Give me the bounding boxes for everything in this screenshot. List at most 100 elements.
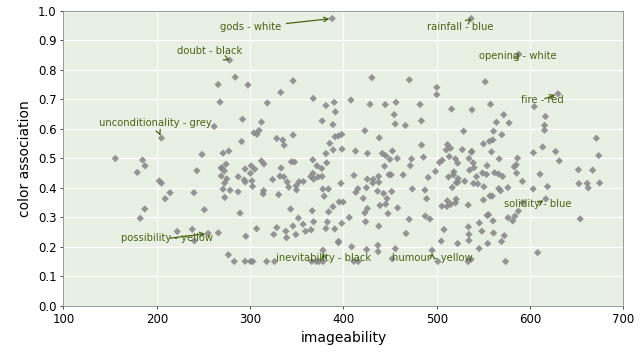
Point <box>333 240 344 246</box>
Point <box>308 96 318 101</box>
Point <box>390 121 401 127</box>
Point <box>400 122 410 128</box>
Point <box>575 216 586 222</box>
Point <box>463 224 474 230</box>
Point <box>225 187 235 193</box>
Point <box>248 258 258 264</box>
Point <box>474 246 484 251</box>
Point <box>497 239 507 245</box>
Point <box>321 226 331 231</box>
Point <box>464 232 474 237</box>
Point <box>247 178 257 184</box>
Point <box>383 211 393 217</box>
Point <box>474 220 484 226</box>
Point <box>216 165 227 171</box>
Point <box>311 258 321 264</box>
Text: humour - yellow: humour - yellow <box>392 253 472 263</box>
Point <box>360 210 370 216</box>
Point <box>528 150 538 156</box>
Point <box>308 176 319 182</box>
Point <box>268 177 278 183</box>
Point <box>504 120 514 126</box>
Point <box>330 226 340 232</box>
Point <box>478 141 488 147</box>
Point <box>189 190 199 195</box>
Point <box>291 232 301 237</box>
Point <box>464 238 474 243</box>
Point <box>317 247 328 253</box>
Point <box>321 151 331 156</box>
Point <box>336 180 346 186</box>
Point <box>374 179 384 185</box>
Point <box>497 174 508 179</box>
Point <box>294 179 304 185</box>
Point <box>328 122 338 127</box>
Point <box>293 215 303 221</box>
Point <box>189 238 200 244</box>
Point <box>481 171 492 177</box>
Point <box>273 192 284 198</box>
Point <box>509 213 520 219</box>
Point <box>540 122 550 128</box>
Point <box>156 180 166 186</box>
Point <box>218 186 228 192</box>
Point <box>318 258 328 264</box>
Point <box>248 184 258 189</box>
Point <box>381 201 391 207</box>
Point <box>344 215 355 221</box>
Point <box>415 102 425 107</box>
Point <box>281 228 291 234</box>
Point <box>362 206 372 212</box>
Point <box>372 188 383 194</box>
Point <box>140 206 150 212</box>
Point <box>513 208 524 214</box>
Point <box>324 141 335 146</box>
Point <box>220 195 230 200</box>
Point <box>286 159 296 165</box>
Point <box>595 180 605 186</box>
Point <box>439 227 449 232</box>
Point <box>328 147 339 153</box>
Point <box>588 167 598 173</box>
Point <box>582 180 592 186</box>
Point <box>442 198 452 204</box>
Point <box>482 213 492 218</box>
Point <box>467 107 477 113</box>
Point <box>271 136 282 141</box>
Point <box>387 189 397 194</box>
Point <box>269 258 280 264</box>
Text: gods - white: gods - white <box>220 17 328 32</box>
Point <box>431 84 442 90</box>
Point <box>246 258 256 264</box>
Point <box>493 171 504 177</box>
Point <box>541 196 551 202</box>
Point <box>405 163 415 169</box>
Point <box>407 186 417 192</box>
Point <box>574 181 584 187</box>
Point <box>362 185 372 191</box>
Point <box>243 82 253 88</box>
Point <box>279 174 289 180</box>
Point <box>417 142 427 148</box>
Text: unconditionality - grey: unconditionality - grey <box>99 118 212 134</box>
Point <box>490 170 500 176</box>
Point <box>262 258 272 264</box>
Point <box>478 197 488 203</box>
Point <box>436 238 446 244</box>
Point <box>203 231 213 236</box>
Point <box>291 183 301 189</box>
Point <box>529 104 540 110</box>
Point <box>503 215 513 221</box>
Point <box>288 78 298 84</box>
Point <box>419 154 429 160</box>
Point <box>499 112 509 117</box>
Point <box>282 235 292 241</box>
Point <box>452 179 463 185</box>
Point <box>518 200 528 205</box>
Point <box>351 189 361 195</box>
Point <box>307 258 317 264</box>
Point <box>250 166 260 172</box>
Point <box>372 242 383 248</box>
Point <box>288 132 298 138</box>
Point <box>337 146 347 152</box>
